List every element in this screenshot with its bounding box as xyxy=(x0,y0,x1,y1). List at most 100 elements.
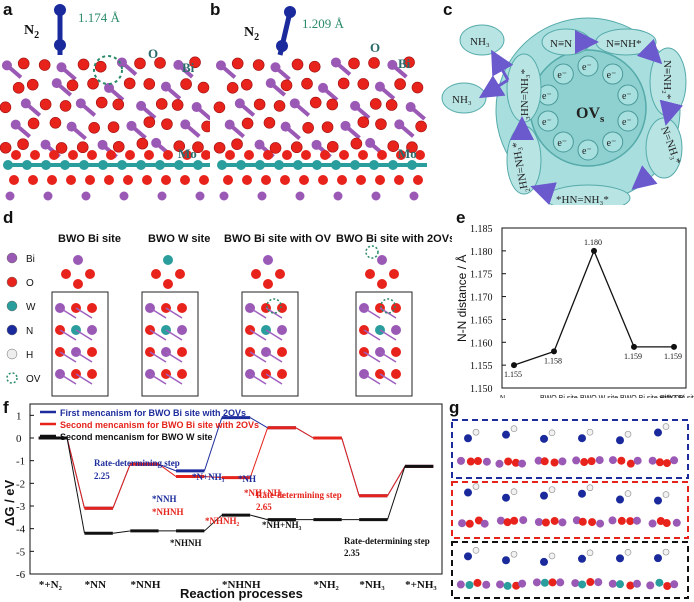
n-atom xyxy=(540,491,548,500)
h-atom xyxy=(472,547,480,554)
bi-atom xyxy=(265,78,276,89)
adsorbate-atom xyxy=(251,269,261,279)
o-atom xyxy=(11,150,21,160)
slab-bond xyxy=(363,351,381,363)
adsorbate-atom xyxy=(389,269,399,279)
adsorbate-atom xyxy=(73,255,83,265)
o-label-b: O xyxy=(370,40,380,55)
o-atom xyxy=(182,150,192,160)
slab-atom xyxy=(608,516,617,525)
slab-atom xyxy=(474,516,483,525)
slab-atom xyxy=(465,519,474,528)
o-atom xyxy=(244,150,254,160)
slab-atom xyxy=(482,580,491,589)
h-atom xyxy=(624,430,632,438)
bi-atom xyxy=(151,137,162,148)
slab-atom xyxy=(532,578,541,587)
o-atom xyxy=(125,150,135,160)
n2-label-a: N2 xyxy=(24,23,39,41)
o-atom xyxy=(368,57,380,69)
n-atom xyxy=(502,430,510,439)
slab-atom xyxy=(550,458,559,467)
slab-atom xyxy=(670,580,679,589)
bi-atom xyxy=(75,98,86,109)
slab-atom xyxy=(633,579,642,588)
n-atom xyxy=(654,428,662,437)
panel-label-e: e xyxy=(456,208,466,227)
o-atom xyxy=(225,150,235,160)
panel-label-g: g xyxy=(449,398,460,417)
bi-atom xyxy=(51,78,62,89)
slab-atom xyxy=(458,519,467,528)
product-node xyxy=(459,24,505,56)
o-atom xyxy=(143,78,156,90)
adsorbate-atom xyxy=(163,255,173,265)
o-atom xyxy=(273,100,286,112)
energy-connector xyxy=(112,530,131,534)
slab-atom xyxy=(534,517,543,526)
slab-bond xyxy=(363,329,381,341)
oxygen-vacancy-a xyxy=(93,55,123,85)
o-atom xyxy=(161,175,171,185)
slab-atom xyxy=(608,579,617,588)
o-atom xyxy=(231,138,243,150)
slab-atom xyxy=(277,369,287,379)
structure-title: BWO Bi site with OV xyxy=(224,233,332,245)
o-atom xyxy=(291,58,304,71)
energy-connector xyxy=(204,476,222,479)
bi-atom xyxy=(56,62,67,73)
electron-label: e⁻ xyxy=(582,146,592,157)
bi-atom xyxy=(333,191,343,201)
legend-swatch xyxy=(6,372,18,384)
data-point xyxy=(671,343,677,350)
o-atom xyxy=(47,175,57,185)
ovs-label: OVs xyxy=(576,105,605,125)
slab-bond xyxy=(363,373,381,385)
panel-label-f: f xyxy=(3,398,9,417)
n-atom xyxy=(654,554,662,563)
slab-atom xyxy=(504,457,513,466)
nn-distance-chart: 1.150 1.155 1.160 1.165 1.170 1.175 1.180 1.185… xyxy=(454,224,694,398)
vacancy-marker xyxy=(380,298,396,314)
annotation: 2.65 xyxy=(256,502,272,512)
bi-atom xyxy=(257,191,267,201)
bi-atom xyxy=(295,191,305,201)
chart-axes: 1.150 1.155 1.160 1.165 1.170 1.175 1.180 1.185… xyxy=(470,224,694,398)
slab-atom xyxy=(558,518,567,527)
adsorbate-atom xyxy=(163,279,173,289)
o-atom xyxy=(123,77,136,90)
o-atom xyxy=(337,175,347,185)
mo-atom xyxy=(217,160,227,170)
data-label: 1.155 xyxy=(504,370,522,379)
x-tick-label: BWO Bi site with 2OVs xyxy=(660,395,694,398)
bi-atom xyxy=(10,119,21,130)
o-atom xyxy=(88,122,100,134)
o-atom xyxy=(197,81,210,94)
o-atom xyxy=(394,175,404,185)
energy-connector xyxy=(250,514,268,521)
h-atom xyxy=(510,488,518,496)
o-atom xyxy=(27,117,40,130)
o-atom xyxy=(280,79,293,92)
slab-atom xyxy=(672,518,681,527)
bi-atom xyxy=(311,139,322,150)
electron-label: e⁻ xyxy=(582,62,592,73)
n-atom xyxy=(540,434,548,443)
energy-connector xyxy=(112,463,131,509)
slab-bond xyxy=(75,329,93,341)
o-atom xyxy=(201,120,210,133)
mo-atom xyxy=(98,160,108,170)
bi-atom xyxy=(116,57,127,68)
bi-label-b: Bi xyxy=(398,56,411,71)
o-atom xyxy=(123,175,133,185)
panel-label-c: c xyxy=(443,0,453,19)
slab-bond xyxy=(249,351,267,363)
o-atom xyxy=(112,98,125,111)
y-tick-label: -5 xyxy=(16,546,26,558)
electron-label: e⁻ xyxy=(542,117,552,128)
bi-atom xyxy=(43,191,53,201)
electron-circle xyxy=(537,110,559,132)
annotation: *NH+NH₃ xyxy=(244,488,284,498)
n-atom-b xyxy=(276,40,288,52)
o-atom xyxy=(180,175,190,185)
